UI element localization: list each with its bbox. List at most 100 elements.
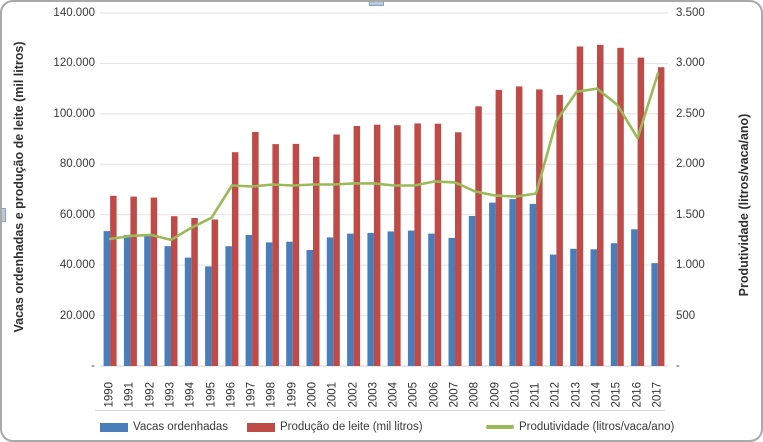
bar-1994 xyxy=(184,257,192,366)
bar-2015 xyxy=(610,243,618,366)
x-label-2007: 2007 xyxy=(448,381,461,408)
x-label-2005: 2005 xyxy=(407,381,420,408)
bar-2016 xyxy=(637,57,645,366)
bar-1996 xyxy=(225,246,232,366)
x-label-2010: 2010 xyxy=(509,381,522,408)
legend-swatch-vacas-icon xyxy=(100,422,128,432)
x-label-1997: 1997 xyxy=(245,381,258,408)
bar-2013 xyxy=(570,248,577,366)
left-tick: 40.000 xyxy=(59,259,95,272)
bar-1999 xyxy=(286,241,293,366)
legend-item-vacas-ordenhadas: Vacas ordenhadas xyxy=(100,418,228,436)
bar-2006 xyxy=(434,123,442,366)
bar-2008 xyxy=(468,216,476,366)
bar-2008 xyxy=(475,106,482,367)
bar-2015 xyxy=(617,47,624,367)
legend-swatch-leite-icon xyxy=(247,422,275,432)
x-label-1998: 1998 xyxy=(265,381,278,408)
x-label-2000: 2000 xyxy=(306,381,319,408)
bar-2005 xyxy=(407,230,415,366)
bar-2014 xyxy=(597,44,604,367)
right-tick: 1.000 xyxy=(676,259,705,272)
bar-2009 xyxy=(495,89,503,367)
bar-series-0 xyxy=(103,199,658,366)
bar-1996 xyxy=(231,152,239,366)
x-label-2016: 2016 xyxy=(631,381,644,408)
bar-2001 xyxy=(326,237,334,366)
bar-2012 xyxy=(556,94,563,367)
bar-2003 xyxy=(367,232,374,366)
bar-2017 xyxy=(651,263,658,366)
bar-1995 xyxy=(205,266,212,366)
bar-2000 xyxy=(313,156,320,366)
bar-1998 xyxy=(272,144,279,366)
axis-underline xyxy=(95,410,665,411)
x-label-1993: 1993 xyxy=(164,381,177,408)
bar-2013 xyxy=(576,46,584,366)
bar-2009 xyxy=(489,202,496,366)
x-label-2009: 2009 xyxy=(489,381,502,408)
left-tick: 100.000 xyxy=(53,107,95,120)
bar-2011 xyxy=(529,203,537,366)
bar-2002 xyxy=(353,126,361,366)
x-label-1990: 1990 xyxy=(103,381,116,408)
x-label-2004: 2004 xyxy=(387,381,400,408)
bar-2014 xyxy=(590,249,597,366)
productivity-line xyxy=(108,72,660,242)
legend-item-produtividade: Produtividade (litros/vaca/ano) xyxy=(486,418,674,436)
bar-1993 xyxy=(164,246,171,366)
bar-series-1 xyxy=(110,44,665,367)
x-label-2001: 2001 xyxy=(326,381,339,408)
right-tick: 3.000 xyxy=(676,57,705,70)
right-tick: 2.500 xyxy=(676,107,705,120)
x-label-2011: 2011 xyxy=(529,382,542,408)
legend-label-produtividade: Produtividade (litros/vaca/ano) xyxy=(519,421,675,433)
x-label-2006: 2006 xyxy=(428,381,441,408)
x-label-1999: 1999 xyxy=(286,381,299,408)
bar-2004 xyxy=(394,125,401,366)
bar-2010 xyxy=(515,86,523,367)
bar-2001 xyxy=(333,134,340,366)
bar-2005 xyxy=(414,123,421,367)
bar-1992 xyxy=(144,236,151,366)
bar-2002 xyxy=(347,233,354,366)
bar-1998 xyxy=(265,242,273,366)
bar-1999 xyxy=(292,143,300,366)
left-tick: 120.000 xyxy=(53,57,95,70)
selection-handle-left[interactable] xyxy=(0,208,6,222)
x-label-2015: 2015 xyxy=(610,381,623,408)
bar-1995 xyxy=(211,219,219,366)
bar-1992 xyxy=(150,197,158,366)
right-tick: - xyxy=(676,360,680,372)
bar-1997 xyxy=(252,132,259,366)
x-label-1991: 1991 xyxy=(123,381,136,408)
left-tick: 140.000 xyxy=(53,7,95,19)
x-label-2012: 2012 xyxy=(549,381,562,408)
bar-2003 xyxy=(373,124,381,366)
bar-2016 xyxy=(631,229,638,366)
selection-handle-top[interactable] xyxy=(369,0,384,6)
legend-label-leite: Produção de leite (mil litros) xyxy=(280,421,423,433)
legend-swatch-produtividade-icon xyxy=(486,425,514,429)
x-label-2008: 2008 xyxy=(468,381,481,408)
left-tick: 60.000 xyxy=(59,208,95,221)
right-tick: 500 xyxy=(676,309,696,322)
left-axis-title: Vacas ordenhadas e produção de leite (mi… xyxy=(12,41,26,333)
x-label-2017: 2017 xyxy=(651,381,664,408)
x-label-1994: 1994 xyxy=(184,381,197,408)
bar-2007 xyxy=(448,237,455,366)
right-tick: 1.500 xyxy=(676,208,705,221)
bar-2000 xyxy=(306,250,313,366)
x-label-1992: 1992 xyxy=(144,381,157,408)
x-label-2014: 2014 xyxy=(590,381,603,408)
left-tick: 80.000 xyxy=(59,158,95,171)
right-tick: 3.500 xyxy=(676,7,705,19)
x-label-2002: 2002 xyxy=(347,381,360,408)
x-label-2003: 2003 xyxy=(367,381,380,408)
right-axis-title: Produtividade (litros/vaca/ano) xyxy=(737,113,751,297)
bar-2004 xyxy=(387,231,395,366)
bar-2010 xyxy=(509,199,516,366)
bar-2006 xyxy=(428,233,435,366)
